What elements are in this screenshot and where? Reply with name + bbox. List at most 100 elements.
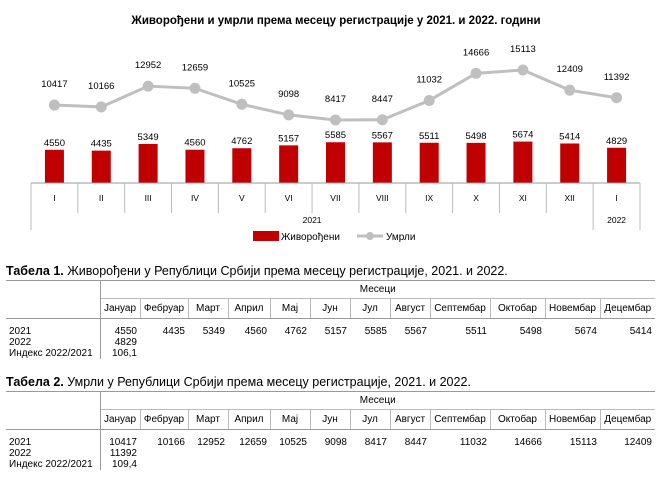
table-cell: 8447 <box>404 436 427 448</box>
month-header: Септембар <box>429 409 490 430</box>
table-cell: 15113 <box>569 436 597 448</box>
table-row: 2022 4829 <box>6 336 655 348</box>
point-label: 10417 <box>41 79 67 90</box>
x-tick-label: I <box>53 193 55 203</box>
spacer <box>6 318 101 326</box>
point-label: 10525 <box>229 78 255 89</box>
x-tick-label: XII <box>565 193 575 203</box>
table2-title: Табела 2. Умрли у Републици Србији према… <box>6 375 471 389</box>
point-label: 10166 <box>88 81 114 92</box>
month-header: Новембар <box>544 409 600 430</box>
legend-births-swatch <box>253 231 279 241</box>
table-cell: 5498 <box>519 325 542 337</box>
point-label: 11032 <box>416 74 442 85</box>
table-cell: 12409 <box>624 436 652 448</box>
month-header: Фебруар <box>139 409 188 430</box>
bar-label: 5157 <box>278 133 299 144</box>
row-label: Индекс 2022/2021 <box>6 347 101 359</box>
point-deaths <box>189 82 201 94</box>
table-cell: 12659 <box>239 436 267 448</box>
row-label: 2022 <box>6 336 101 348</box>
table-cell: 5674 <box>574 325 597 337</box>
bar-label: 5498 <box>465 131 486 142</box>
table-row: Индекс 2022/2021 109,4 <box>6 458 655 470</box>
x-tick-label: V <box>239 193 245 203</box>
point-deaths <box>470 67 482 79</box>
month-header: Децембар <box>599 298 655 319</box>
point-deaths <box>376 114 388 126</box>
legend-deaths-marker <box>366 232 374 240</box>
bar-label: 4560 <box>184 138 205 149</box>
month-header: Децембар <box>599 409 655 430</box>
point-deaths <box>611 92 623 104</box>
row-label: 2021 <box>6 325 101 337</box>
table1-title: Табела 1. Живорођени у Републици Србији … <box>6 264 508 278</box>
table-cell: 10417 <box>109 436 137 448</box>
x-tick-label: IV <box>191 193 199 203</box>
point-label: 8417 <box>325 94 346 105</box>
table-cell: 11032 <box>459 436 487 448</box>
bar-births <box>326 142 345 183</box>
month-header: Август <box>389 409 430 430</box>
table-cell: 8417 <box>364 436 387 448</box>
month-header: Септембар <box>429 298 490 319</box>
point-deaths <box>564 84 576 96</box>
month-header: Август <box>389 298 430 319</box>
point-deaths <box>95 101 107 113</box>
point-label: 12659 <box>182 62 208 73</box>
row-label: 2022 <box>6 447 101 459</box>
point-label: 8447 <box>372 94 393 105</box>
row-label: Индекс 2022/2021 <box>6 458 101 470</box>
month-header: Октобар <box>489 298 545 319</box>
bar-label: 4435 <box>91 139 112 150</box>
month-header: Март <box>187 298 228 319</box>
table-cell: 9098 <box>324 436 347 448</box>
table-cell: 5511 <box>465 325 487 337</box>
month-header: Април <box>227 409 270 430</box>
point-label: 11392 <box>604 72 630 83</box>
bar-births <box>91 150 111 183</box>
spacer <box>6 429 101 437</box>
bar-births <box>419 142 439 183</box>
bar-label: 5674 <box>512 130 533 141</box>
point-deaths <box>423 94 435 106</box>
x-tick-label: XI <box>519 193 527 203</box>
bar-label: 5414 <box>559 131 580 142</box>
x-tick-label: X <box>473 193 479 203</box>
month-header: Фебруар <box>139 298 188 319</box>
year-label: 2021 <box>303 215 322 225</box>
table-cell: 4560 <box>244 325 267 337</box>
bar-label: 5349 <box>138 132 159 143</box>
table-row: Индекс 2022/2021 106,1 <box>6 347 655 359</box>
header-blank <box>6 409 101 430</box>
x-tick-label: VII <box>330 193 340 203</box>
bar-births <box>138 143 158 183</box>
table-cell: 14666 <box>514 436 542 448</box>
x-tick-label: VI <box>285 193 293 203</box>
month-header: Јун <box>309 298 350 319</box>
point-deaths <box>283 109 295 121</box>
point-deaths <box>236 98 248 110</box>
table-row: 2021 4550 4435 5349 4560 4762 5157 5585 5567 5511… <box>6 325 655 337</box>
chart-title: Живорођени и умрли према месецу регистра… <box>130 15 540 27</box>
point-label: 12409 <box>557 64 583 75</box>
bar-label: 4762 <box>231 136 252 147</box>
legend-deaths-label: Умрли <box>386 232 415 243</box>
bar-label: 5585 <box>325 130 346 141</box>
x-tick-label: I <box>615 193 617 203</box>
bar-births <box>232 148 252 183</box>
month-header: Јул <box>349 409 390 430</box>
table-cell: 106,1 <box>111 347 137 359</box>
month-header: Јул <box>349 298 390 319</box>
table-cell: 4435 <box>162 325 185 337</box>
table-cell: 5157 <box>324 325 347 337</box>
month-header: Новембар <box>544 298 600 319</box>
header-blank <box>6 391 101 410</box>
bar-births <box>560 143 580 183</box>
table-cell: 4550 <box>114 325 137 337</box>
bar-births <box>44 149 64 183</box>
bar-births <box>513 141 533 183</box>
x-tick-label: VIII <box>376 193 389 203</box>
bar-births <box>466 142 486 183</box>
table-cell: 5585 <box>364 325 387 337</box>
